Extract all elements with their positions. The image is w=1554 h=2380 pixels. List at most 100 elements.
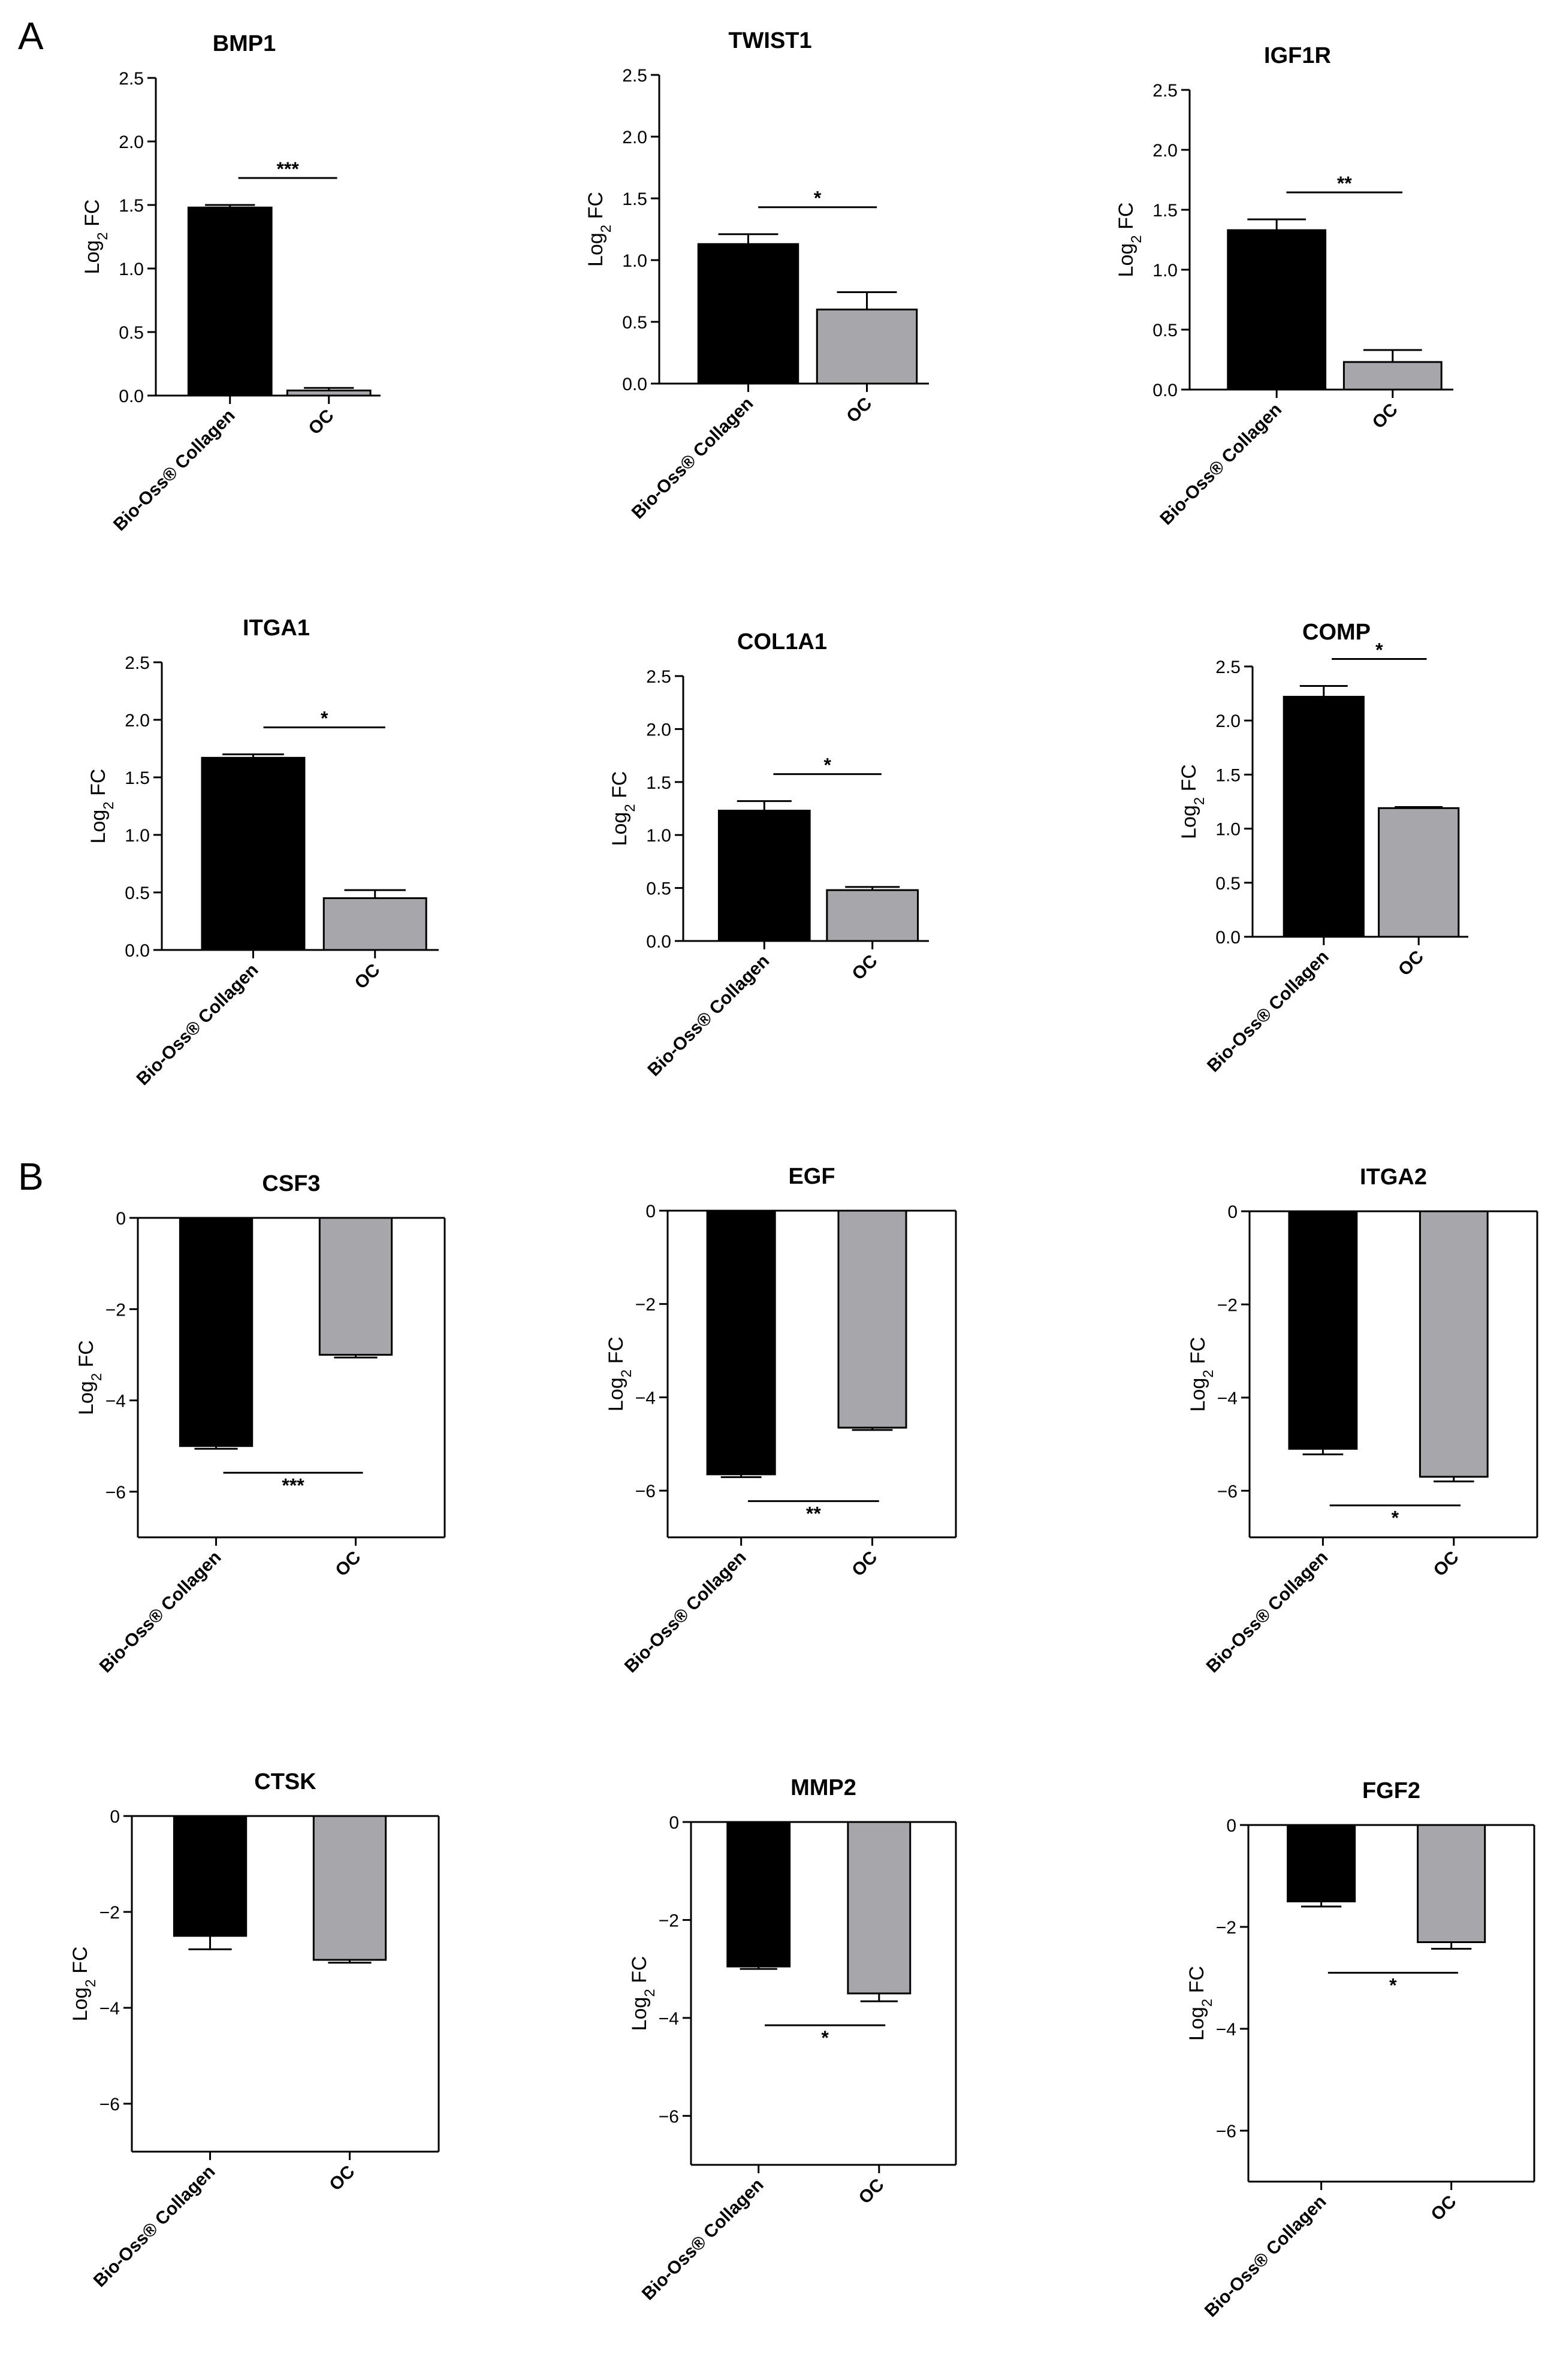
x-category-label: Bio-Oss® Collagen <box>644 951 773 1081</box>
chart-col1a1: COL1A1 0.0 0.5 1.0 1.5 2.0 2.5 Log2 FC Bio-Oss® … <box>608 629 929 1080</box>
chart-itga1: ITGA1 0.0 0.5 1.0 1.5 2.0 2.5 Log2 FC Bio-Oss® C… <box>87 616 439 1089</box>
x-category-label: Bio-Oss® Collagen <box>110 406 239 535</box>
y-tick-label: 1.0 <box>622 251 647 271</box>
bar-bio-oss <box>697 243 799 385</box>
y-tick-label: 0.5 <box>646 879 671 899</box>
chart-title: ITGA2 <box>1360 1165 1427 1190</box>
x-category-label: OC <box>1369 400 1402 433</box>
chart-mmp2: MMP2 0 −2 −4 −6 Log2 FC Bio-Oss® Collagen OC * <box>628 1775 957 2304</box>
bar-oc <box>1419 1210 1489 1478</box>
x-category-label: Bio-Oss® Collagen <box>621 1548 750 1677</box>
x-category-label: Bio-Oss® Collagen <box>1156 400 1286 529</box>
bar-oc <box>322 897 427 951</box>
y-tick-label: 1.0 <box>125 826 150 846</box>
y-tick-label: 1.5 <box>1152 201 1178 221</box>
chart-title: IGF1R <box>1264 43 1331 68</box>
y-tick-label: −6 <box>99 2095 120 2114</box>
y-tick-label: 1.0 <box>1152 261 1178 280</box>
x-category-label: Bio-Oss® Collagen <box>628 394 758 523</box>
significance-label: * <box>814 188 822 209</box>
y-tick-label: 1.5 <box>622 189 647 209</box>
y-tick-label: 0 <box>116 1209 126 1229</box>
bar-oc <box>1378 807 1460 938</box>
significance-label: * <box>1392 1507 1399 1529</box>
y-tick-label: −2 <box>1216 1918 1236 1938</box>
y-tick-label: 0.0 <box>1215 928 1241 948</box>
bar-bio-oss <box>1227 229 1327 391</box>
chart-title: FGF2 <box>1362 1778 1420 1803</box>
chart-comp: COMP 0.0 0.5 1.0 1.5 2.0 2.5 Log2 FC Bio-Oss® Co… <box>1178 620 1468 1076</box>
x-category-label: Bio-Oss® Collagen <box>638 2175 768 2304</box>
chart-itga2: ITGA2 0 −2 −4 −6 Log2 FC Bio-Oss® Collagen OC * <box>1187 1165 1538 1677</box>
chart-title: COMP <box>1302 620 1371 645</box>
bar-bio-oss <box>201 756 306 951</box>
y-tick-label: 0.0 <box>646 932 671 952</box>
x-category-label: Bio-Oss® Collagen <box>1203 1548 1332 1677</box>
y-tick-label: 2.0 <box>119 132 144 152</box>
chart-title: TWIST1 <box>728 28 811 53</box>
x-category-label: OC <box>331 1548 364 1580</box>
bar-bio-oss <box>1287 1824 1356 1902</box>
y-tick-label: −4 <box>635 1388 656 1408</box>
y-tick-label: −2 <box>1217 1295 1238 1315</box>
significance-label: *** <box>282 1474 304 1496</box>
significance-label: * <box>821 2027 829 2049</box>
y-tick-label: 2.5 <box>1152 81 1178 101</box>
bar-bio-oss <box>726 1821 791 1968</box>
significance-label: * <box>321 708 328 729</box>
bar-bio-oss <box>717 810 811 942</box>
chart-bmp1: BMP1 0.0 0.5 1.0 1.5 2.0 2.5 Log2 FC Bio-Oss® Co… <box>81 31 381 535</box>
charts-container: BMP1 0.0 0.5 1.0 1.5 2.0 2.5 Log2 FC Bio-Oss® Co… <box>69 28 1538 2321</box>
bar-bio-oss <box>706 1209 776 1476</box>
y-tick-label: 0.5 <box>622 313 647 333</box>
chart-csf3: CSF3 0 −2 −4 −6 Log2 FC Bio-Oss® Collagen OC *** <box>75 1171 446 1676</box>
significance-label: *** <box>276 158 299 180</box>
y-tick-label: 2.0 <box>1215 711 1241 731</box>
bar-oc <box>1342 361 1443 391</box>
y-tick-label: −2 <box>659 1911 679 1930</box>
bar-oc <box>1417 1824 1486 1943</box>
y-tick-label: 1.5 <box>125 768 150 788</box>
bar-oc <box>826 889 919 942</box>
significance-label: * <box>1375 639 1383 660</box>
y-tick-label: −6 <box>659 2107 679 2126</box>
y-tick-label: −6 <box>1216 2122 1236 2141</box>
bar-oc <box>318 1217 393 1356</box>
y-axis-label: Log2 FC <box>1115 203 1145 277</box>
x-category-label: OC <box>1427 2192 1460 2225</box>
bar-bio-oss <box>1288 1210 1358 1450</box>
y-tick-label: 2.0 <box>1152 141 1178 161</box>
y-tick-label: 0.5 <box>1152 321 1178 340</box>
y-tick-label: 1.0 <box>1215 820 1241 840</box>
bar-bio-oss <box>173 1815 248 1937</box>
y-tick-label: 2.5 <box>125 653 150 673</box>
y-tick-label: 0.5 <box>125 883 150 903</box>
chart-title: EGF <box>788 1164 835 1189</box>
x-category-label: Bio-Oss® Collagen <box>1203 947 1333 1076</box>
bar-bio-oss <box>1283 696 1365 938</box>
y-tick-label: 0.5 <box>119 323 144 343</box>
y-tick-label: 0 <box>669 1813 679 1833</box>
y-tick-label: 0.0 <box>125 941 150 961</box>
y-axis-label: Log2 FC <box>608 771 638 846</box>
x-category-label: OC <box>843 394 876 427</box>
y-tick-label: −6 <box>1217 1482 1238 1501</box>
y-tick-label: 0.0 <box>119 387 144 406</box>
y-tick-label: 2.0 <box>125 711 150 731</box>
y-tick-label: −2 <box>99 1903 120 1923</box>
y-axis-label: Log2 FC <box>1178 764 1208 839</box>
significance-label: ** <box>1337 173 1352 194</box>
y-axis-label: Log2 FC <box>69 1947 99 2022</box>
chart-title: BMP1 <box>213 31 276 56</box>
y-axis-label: Log2 FC <box>605 1337 635 1411</box>
bar-oc <box>847 1821 912 1995</box>
y-tick-label: 1.5 <box>1215 765 1241 785</box>
chart-title: MMP2 <box>790 1775 856 1800</box>
x-category-label: OC <box>848 1548 881 1580</box>
significance-label: ** <box>806 1503 821 1525</box>
bar-bio-oss <box>187 206 273 397</box>
x-category-label: OC <box>325 2162 358 2195</box>
y-tick-label: 2.0 <box>622 128 647 147</box>
y-tick-label: 1.5 <box>646 773 671 793</box>
y-tick-label: −6 <box>635 1482 656 1501</box>
